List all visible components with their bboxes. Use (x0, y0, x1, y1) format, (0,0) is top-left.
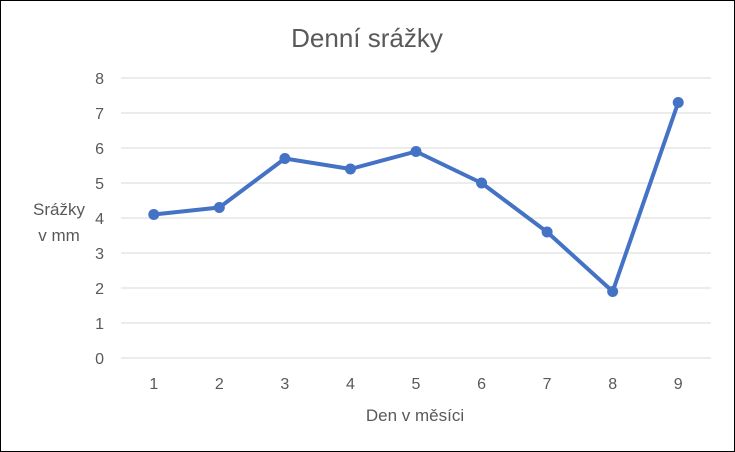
y-tick-label: 6 (95, 141, 104, 158)
x-tick-labels: 1 2 3 4 5 6 7 8 9 (149, 376, 682, 393)
series-layer (148, 97, 684, 297)
data-point (541, 226, 553, 238)
data-point (476, 177, 488, 189)
data-point (607, 286, 619, 297)
x-tick-label: 5 (412, 376, 421, 393)
y-tick-label: 0 (95, 351, 104, 368)
y-tick-label: 4 (95, 211, 104, 228)
x-tick-label: 2 (215, 376, 224, 393)
data-point (410, 146, 422, 157)
y-tick-label: 1 (95, 316, 104, 333)
x-tick-label: 6 (477, 376, 486, 393)
x-tick-label: 7 (543, 376, 552, 393)
data-point (148, 209, 160, 220)
y-tick-label: 5 (95, 176, 104, 193)
y-axis-title-line-1: Srážky (33, 200, 85, 219)
x-axis-title: Den v měsíci (366, 406, 464, 425)
x-tick-label: 8 (608, 376, 617, 393)
data-point (672, 97, 684, 108)
series-line (151, 100, 681, 294)
y-tick-label: 7 (95, 106, 104, 123)
data-point (279, 153, 291, 164)
x-tick-label: 3 (280, 376, 289, 393)
x-tick-label: 4 (346, 376, 355, 393)
data-point (213, 202, 225, 213)
y-tick-label: 2 (95, 281, 104, 298)
y-axis-title-line-2: v mm (38, 226, 80, 245)
y-tick-labels: 0 1 2 3 4 5 6 7 8 (95, 71, 104, 368)
chart-title: Denní srážky (291, 23, 443, 53)
x-tick-label: 1 (149, 376, 158, 393)
y-gridlines (121, 77, 711, 359)
y-tick-label: 8 (95, 71, 104, 88)
y-tick-label: 3 (95, 246, 104, 263)
data-point (344, 163, 356, 175)
x-tick-label: 9 (674, 376, 683, 393)
